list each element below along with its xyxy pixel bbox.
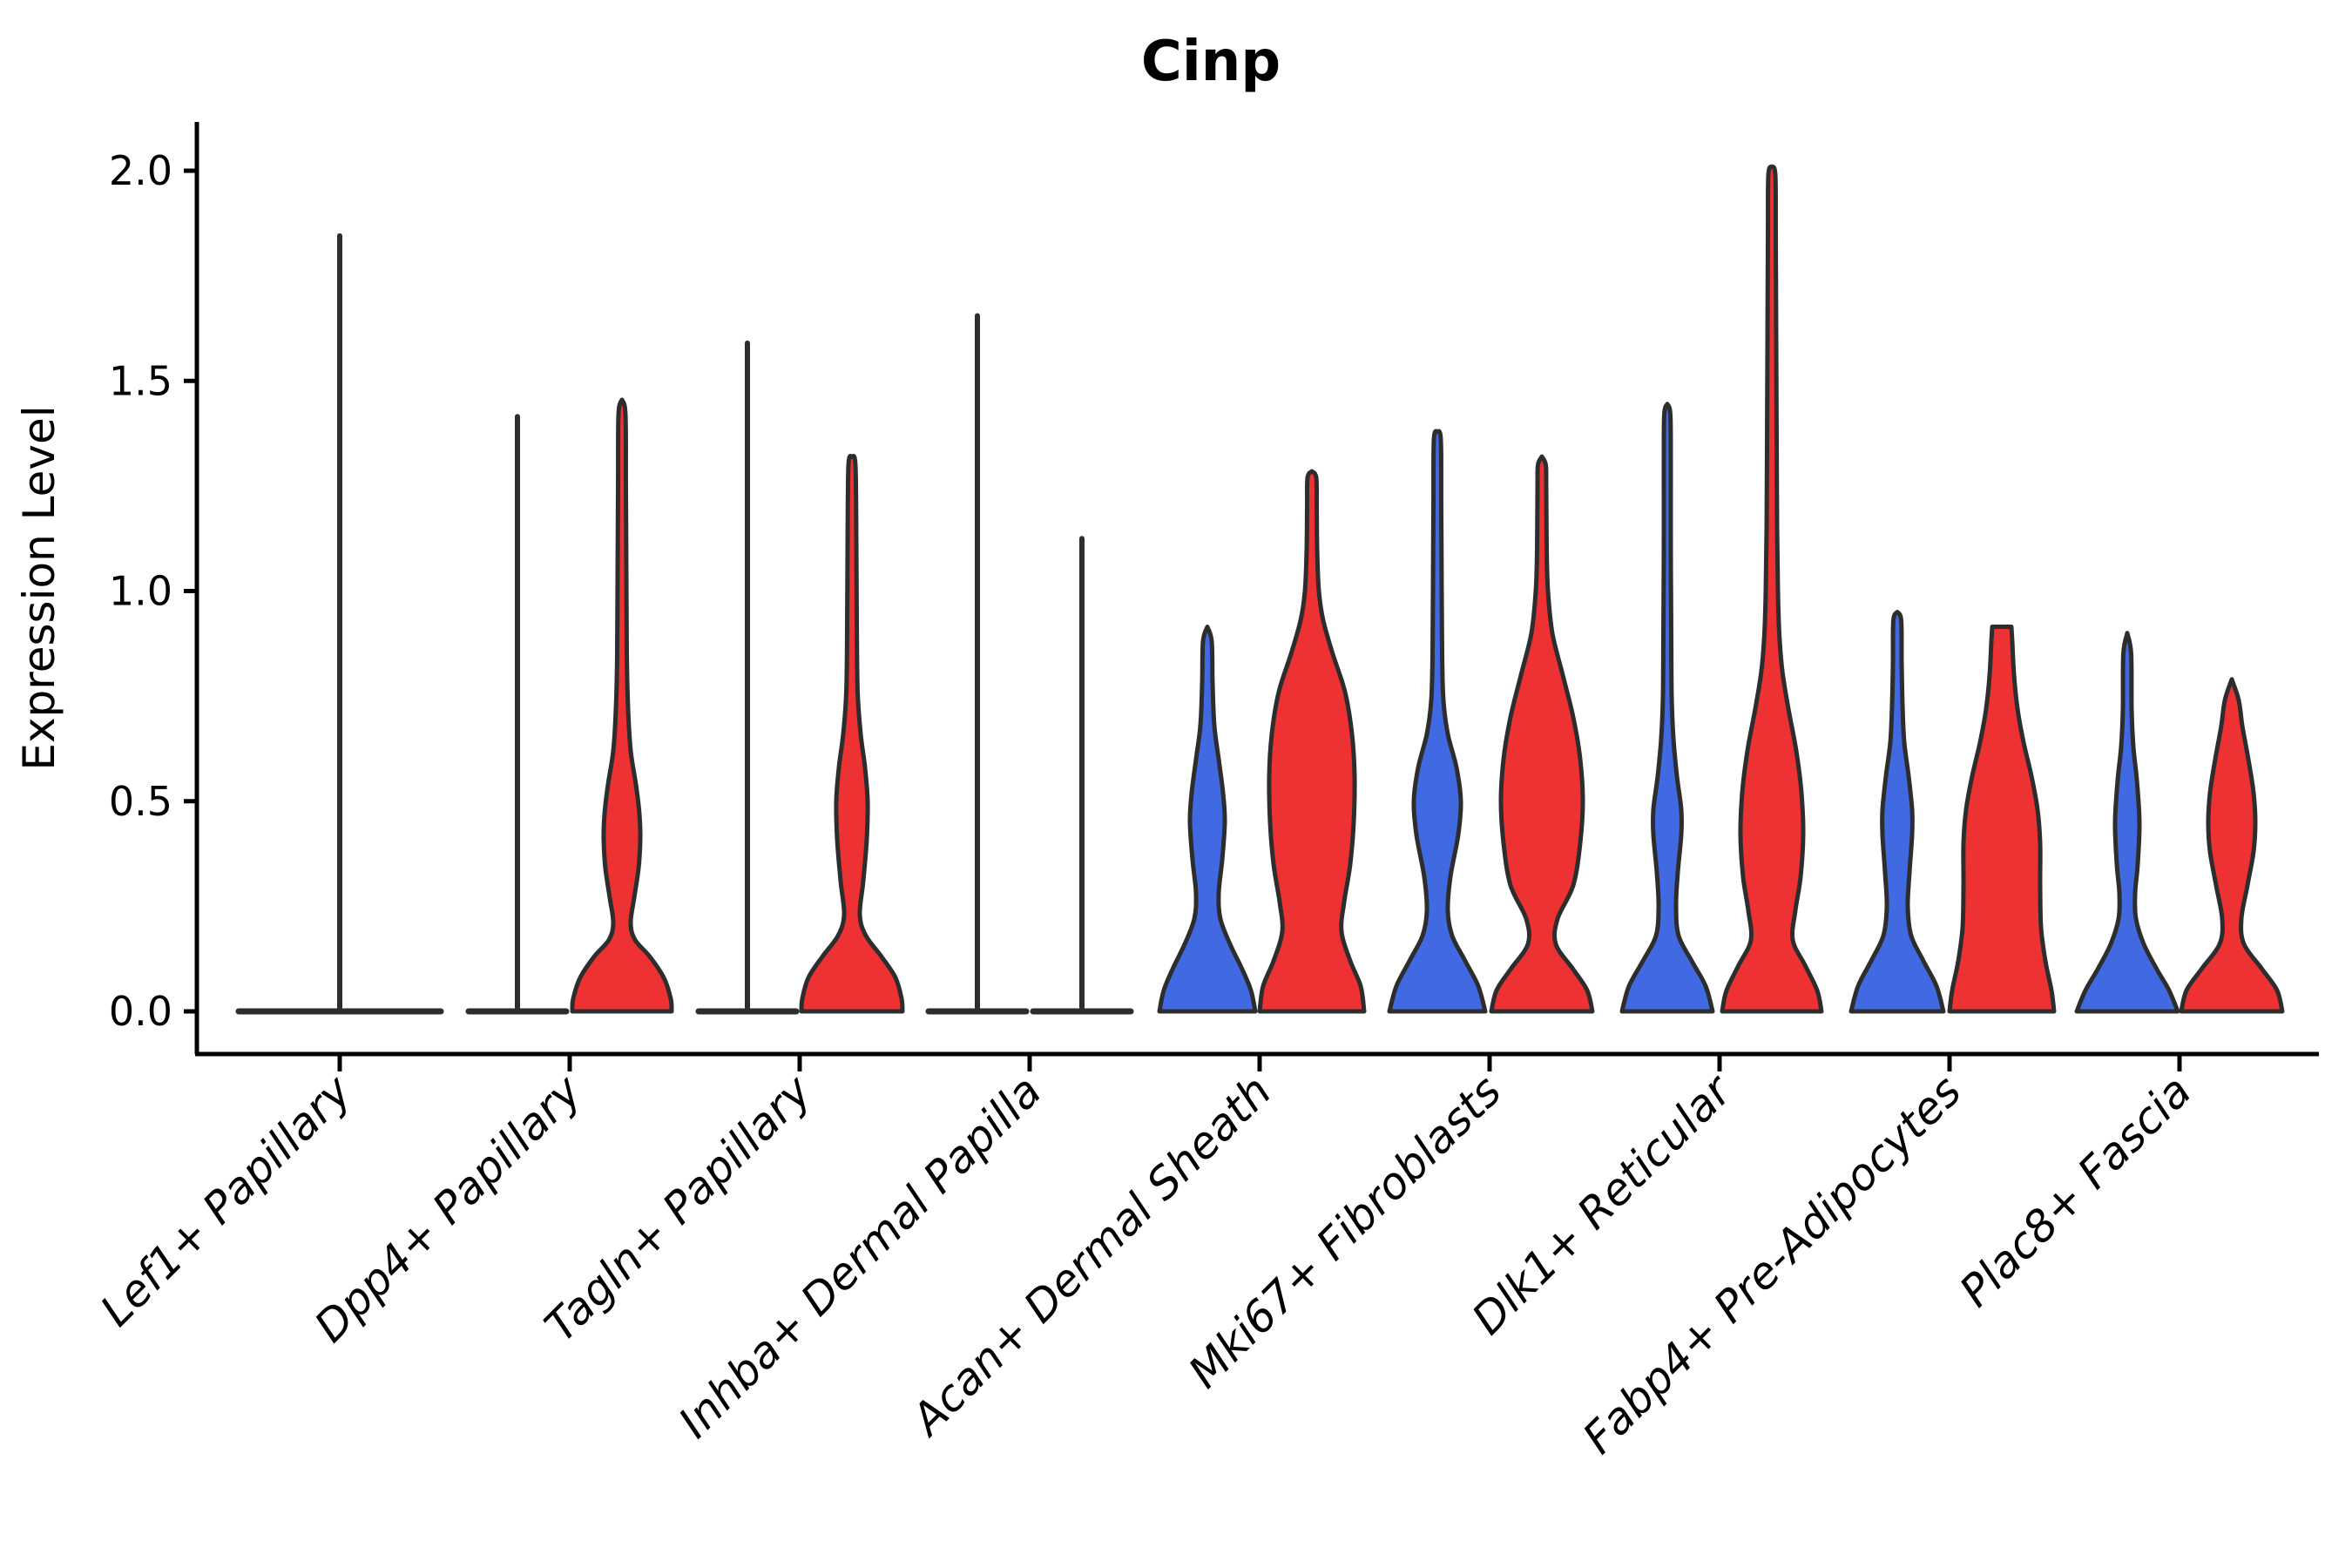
violin-7-right <box>1947 625 2057 1014</box>
x-tick-label: Lef1+ Papillary <box>91 1064 362 1335</box>
y-tick-label: 1.0 <box>109 568 172 615</box>
violin-1-right <box>570 397 674 1014</box>
y-tick-labels: 0.0 0.5 1.0 1.5 2.0 <box>109 147 172 1035</box>
violin-4-right <box>1257 469 1367 1014</box>
violin-4-left <box>1157 625 1258 1014</box>
y-tick-label: 0.5 <box>109 778 172 825</box>
y-axis-label: Expression Level <box>14 405 64 770</box>
violin-2-right <box>799 454 905 1014</box>
violin-5-right <box>1489 454 1595 1014</box>
x-tick-label: Inhba+ Dermal Papilla <box>669 1065 1051 1447</box>
violin-7-left <box>1848 610 1946 1014</box>
violins-layer <box>235 164 2285 1015</box>
violin-6-right <box>1720 164 1824 1014</box>
violin-5-left <box>1387 429 1488 1014</box>
y-tick-label: 2.0 <box>109 147 172 194</box>
y-tick-label: 0.0 <box>109 988 172 1035</box>
violin-8-left <box>2074 631 2180 1014</box>
violin-6-left <box>1619 402 1715 1014</box>
axes <box>184 122 2319 1071</box>
x-tick-label: Plac8+ Fascia <box>1950 1065 2201 1316</box>
violin-8-right <box>2179 677 2285 1014</box>
y-tick-label: 1.5 <box>109 357 172 404</box>
x-tick-label: Fabp4+ Pre-Adipocytes <box>1573 1065 1971 1463</box>
chart-title: Cinp <box>1141 30 1281 94</box>
